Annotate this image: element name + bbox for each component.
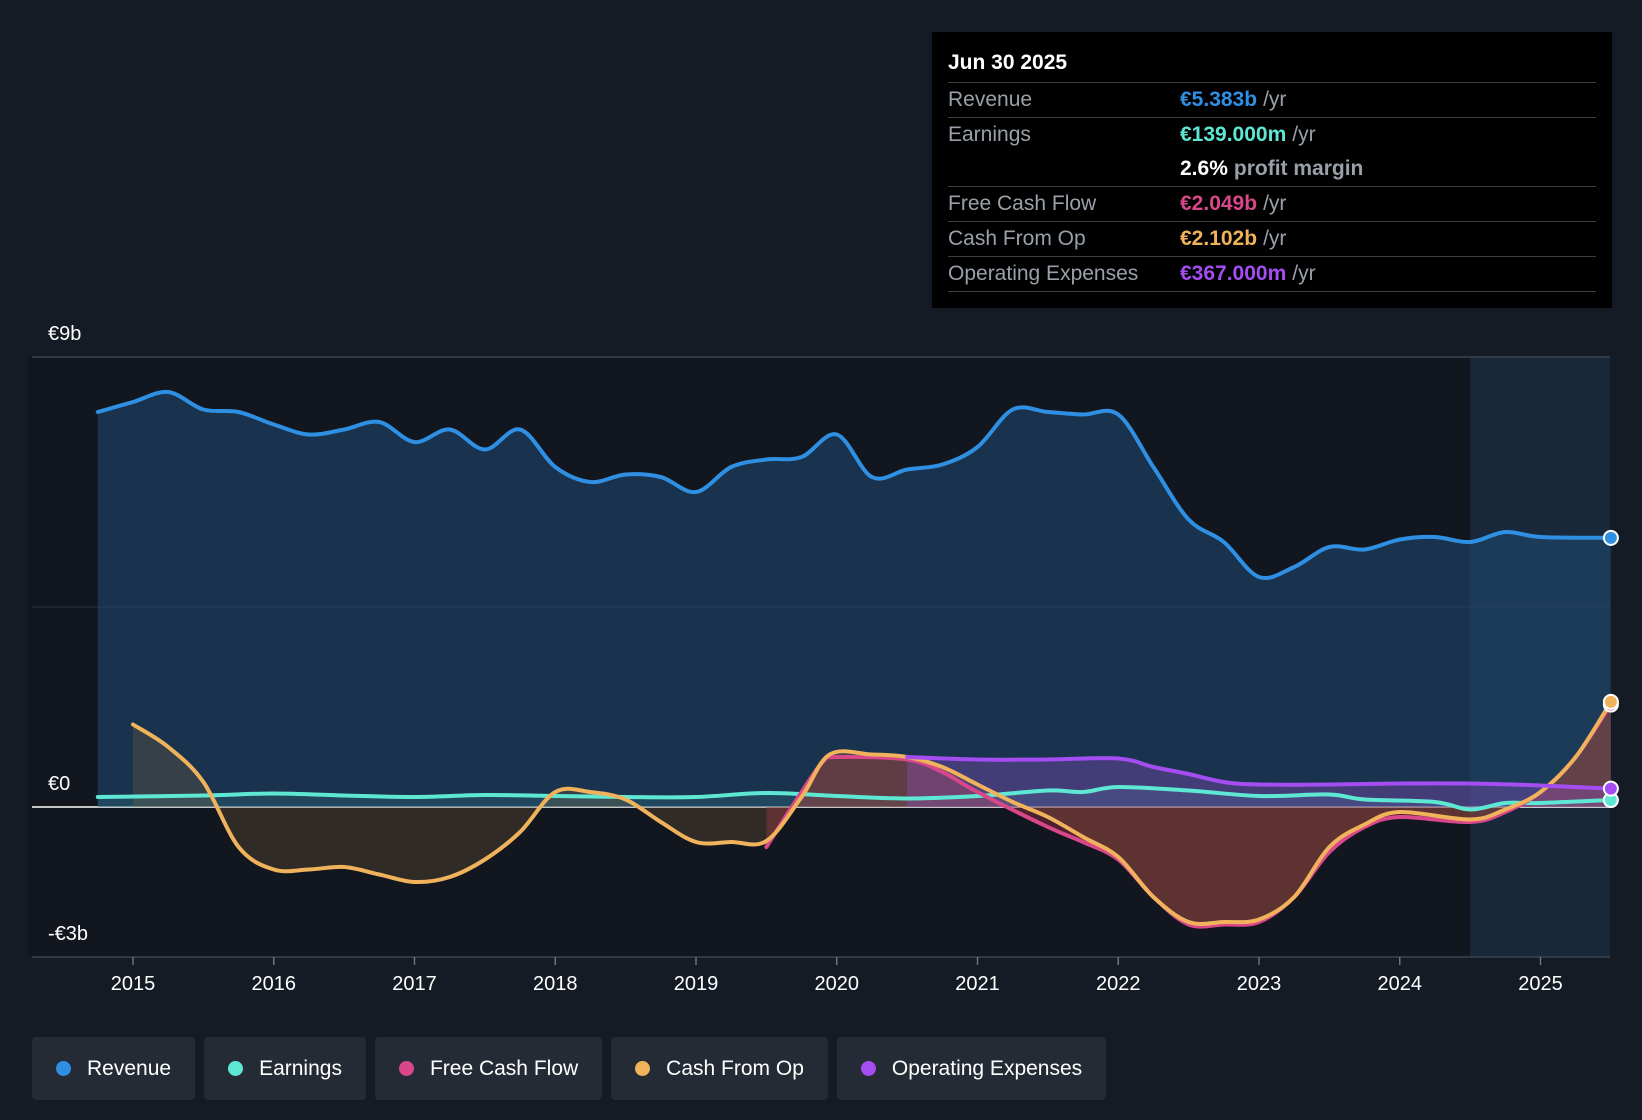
tooltip-row-fcf: Free Cash Flow €2.049b /yr [948,187,1596,222]
revenue-area [97,391,1611,807]
x-tick-label: 2025 [1518,973,1563,995]
legend-revenue[interactable]: Revenue [32,1037,196,1100]
legend-operating-expenses[interactable]: Operating Expenses [836,1037,1107,1100]
x-tick-label: 2017 [392,973,437,995]
tooltip-row-margin: 2.6% profit margin [948,152,1596,187]
x-tick-label: 2016 [252,973,297,995]
x-tick-label: 2022 [1096,973,1141,995]
operating-expenses-area [907,757,1611,807]
x-tick-label: 2019 [674,973,719,995]
operating-expenses-end-marker [1602,780,1619,797]
tooltip-label: Cash From Op [948,227,1086,250]
legend-free-cash-flow[interactable]: Free Cash Flow [374,1037,603,1100]
tooltip-unit: /yr [1292,262,1316,285]
legend-label: Revenue [87,1056,172,1080]
x-axis: 2015 2016 2017 2018 2019 2020 2021 2022 2023 2024… [111,957,1563,995]
revenue-line [95,389,1613,580]
earnings-dot-icon [228,1061,244,1076]
tooltip-row-earnings: Earnings €139.000m /yr [948,118,1596,152]
x-tick-label: 2018 [533,973,578,995]
x-tick-label: 2024 [1378,973,1423,995]
legend: Revenue Earnings Free Cash Flow Cash Fro… [32,1037,1107,1100]
tooltip-label: Revenue [948,88,1033,111]
tooltip-unit: profit margin [1233,157,1364,180]
cash-from-op-line [131,699,1613,926]
revenue-dot-icon [56,1061,71,1076]
series-areas [97,391,1611,927]
fcf-dot-icon [398,1061,414,1076]
legend-label: Free Cash Flow [429,1056,579,1080]
y-label-bottom: -€3b [48,923,88,945]
tooltip-label: Earnings [948,123,1031,146]
tooltip-value: €139.000m [1180,123,1287,146]
legend-cash-from-op[interactable]: Cash From Op [611,1037,828,1100]
cash-from-op-end-marker [1602,693,1619,710]
tooltip-unit: /yr [1292,123,1316,146]
tooltip-unit: /yr [1263,192,1287,215]
tooltip-value: €2.102b [1180,227,1258,250]
tooltip-panel: Jun 30 2025 Revenue €5.383b /yr Earnings… [932,32,1612,308]
tooltip-unit: /yr [1263,88,1287,111]
legend-earnings[interactable]: Earnings [204,1037,366,1100]
tooltip-date: Jun 30 2025 [948,46,1596,83]
tooltip-value: 2.6% [1180,157,1228,180]
tooltip-value: €2.049b [1180,192,1258,215]
revenue-end-marker [1602,529,1619,546]
tooltip-value: €5.383b [1180,88,1258,111]
series-lines [95,389,1613,929]
free-cash-flow-line [764,702,1613,929]
tooltip-label: Free Cash Flow [948,192,1097,215]
legend-label: Earnings [259,1056,342,1080]
legend-label: Operating Expenses [891,1056,1083,1080]
tooltip-label [948,152,1180,186]
legend-label: Cash From Op [666,1056,804,1080]
x-tick-label: 2015 [111,973,156,995]
y-label-top: €9b [48,323,81,345]
operating-expenses-line [905,755,1613,791]
opex-dot-icon [860,1061,876,1076]
tooltip-unit: /yr [1263,227,1287,250]
tooltip-row-revenue: Revenue €5.383b /yr [948,83,1596,118]
x-tick-label: 2021 [955,973,1000,995]
tooltip-row-cfo: Cash From Op €2.102b /yr [948,222,1596,257]
cfo-dot-icon [635,1061,651,1076]
earnings-line [95,784,1613,812]
x-tick-label: 2020 [815,973,860,995]
free-cash-flow-area [766,704,1611,927]
end-markers [1602,529,1619,809]
x-tick-label: 2023 [1237,973,1282,995]
tooltip-row-opex: Operating Expenses €367.000m /yr [948,257,1596,292]
tooltip-value: €367.000m [1180,262,1287,285]
tooltip-label: Operating Expenses [948,262,1139,285]
y-label-zero: €0 [48,773,70,795]
cash-from-op-area [133,701,1611,924]
